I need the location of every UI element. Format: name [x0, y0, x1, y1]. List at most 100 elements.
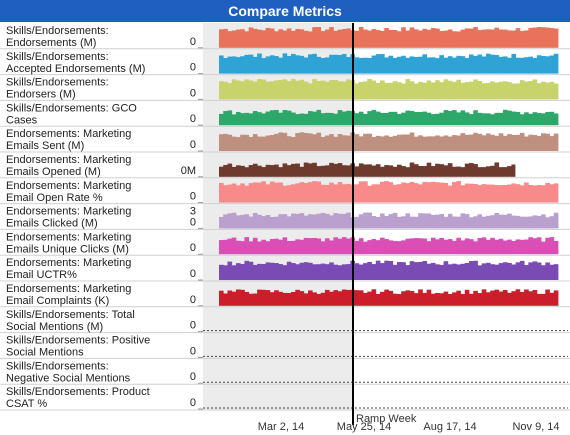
data-bar — [316, 166, 322, 177]
data-bar — [396, 294, 402, 306]
data-bar — [388, 214, 394, 229]
data-bar — [380, 136, 385, 151]
data-bar — [490, 237, 495, 255]
data-bar — [553, 290, 559, 306]
data-bar — [299, 182, 305, 203]
data-bar — [252, 264, 258, 280]
data-bar — [269, 216, 275, 229]
data-bar — [473, 241, 478, 255]
data-bar — [392, 29, 398, 48]
data-bar — [452, 240, 457, 255]
data-bar — [227, 213, 233, 229]
data-bar — [498, 29, 504, 48]
data-bar — [261, 239, 267, 255]
data-bar — [341, 111, 347, 126]
data-bar — [405, 79, 411, 100]
data-bar — [312, 111, 317, 126]
data-bar — [219, 216, 224, 229]
data-bar — [490, 165, 495, 177]
data-bar — [384, 57, 389, 74]
data-bar — [443, 291, 449, 306]
data-bar — [515, 184, 521, 203]
data-bar — [409, 181, 415, 203]
data-bar — [413, 238, 419, 255]
data-bar — [511, 240, 517, 255]
data-bar — [456, 55, 461, 74]
data-bar — [261, 58, 267, 74]
data-bar — [430, 136, 436, 151]
data-bar — [269, 165, 275, 177]
data-bar — [367, 185, 372, 203]
data-bar — [324, 289, 330, 306]
data-bar — [282, 79, 288, 100]
data-bar — [532, 261, 538, 280]
data-bar — [494, 112, 500, 126]
tick-bottom-label: 0 — [190, 371, 196, 383]
data-bar — [498, 238, 504, 255]
data-bar — [261, 167, 267, 177]
data-bar — [469, 28, 474, 48]
data-bar — [227, 238, 233, 255]
data-bar — [498, 56, 504, 74]
data-bar — [299, 291, 305, 306]
data-bar — [426, 112, 432, 126]
data-bar — [248, 80, 254, 100]
data-bar — [295, 114, 300, 126]
data-bar — [494, 162, 500, 177]
data-bar — [418, 81, 423, 100]
data-bar — [307, 31, 313, 48]
data-bar — [435, 135, 440, 151]
data-bar — [291, 263, 296, 280]
data-bar — [541, 27, 546, 48]
data-bar — [502, 167, 508, 177]
data-bar — [384, 289, 389, 306]
data-bar — [447, 163, 453, 177]
data-bar — [485, 29, 491, 48]
data-bar — [375, 217, 381, 229]
data-bar — [447, 264, 453, 280]
data-bar — [286, 55, 292, 74]
data-bar — [481, 263, 487, 280]
data-bar — [396, 82, 402, 100]
data-bar — [502, 56, 508, 74]
data-bar — [358, 214, 364, 229]
data-bar — [295, 264, 300, 280]
data-bar — [532, 238, 538, 255]
data-bar — [469, 239, 474, 255]
data-bar — [477, 30, 483, 48]
data-bar — [303, 57, 309, 74]
data-bar — [452, 166, 457, 177]
data-bar — [231, 183, 237, 203]
data-bar — [320, 212, 326, 229]
data-bar — [460, 185, 466, 203]
data-bar — [269, 181, 275, 203]
data-bar — [536, 237, 542, 255]
data-bar — [435, 163, 440, 177]
data-bar — [456, 290, 461, 306]
data-bar — [481, 289, 487, 306]
data-bar — [278, 167, 283, 177]
tick-bottom-label: 0 — [190, 345, 196, 357]
data-bar — [248, 216, 254, 229]
data-bar — [452, 57, 457, 74]
data-bar — [375, 111, 381, 126]
data-bar — [278, 291, 283, 306]
data-bar — [519, 80, 525, 100]
data-bar — [244, 134, 250, 151]
data-bar — [481, 216, 487, 229]
data-bar — [295, 133, 300, 151]
data-bar — [371, 80, 377, 100]
data-bar — [240, 81, 245, 100]
data-bar — [371, 109, 377, 126]
row-label: Endorsements: Marketing Emails Opened (M) — [6, 154, 131, 178]
data-bar — [409, 162, 415, 177]
data-bar — [456, 79, 461, 100]
data-bar — [485, 262, 491, 280]
data-bar — [354, 166, 360, 177]
data-bar — [426, 57, 432, 74]
data-bar — [282, 163, 288, 177]
data-bar — [473, 79, 478, 100]
data-bar — [413, 183, 419, 203]
data-bar — [286, 185, 292, 203]
data-bar — [278, 29, 283, 48]
